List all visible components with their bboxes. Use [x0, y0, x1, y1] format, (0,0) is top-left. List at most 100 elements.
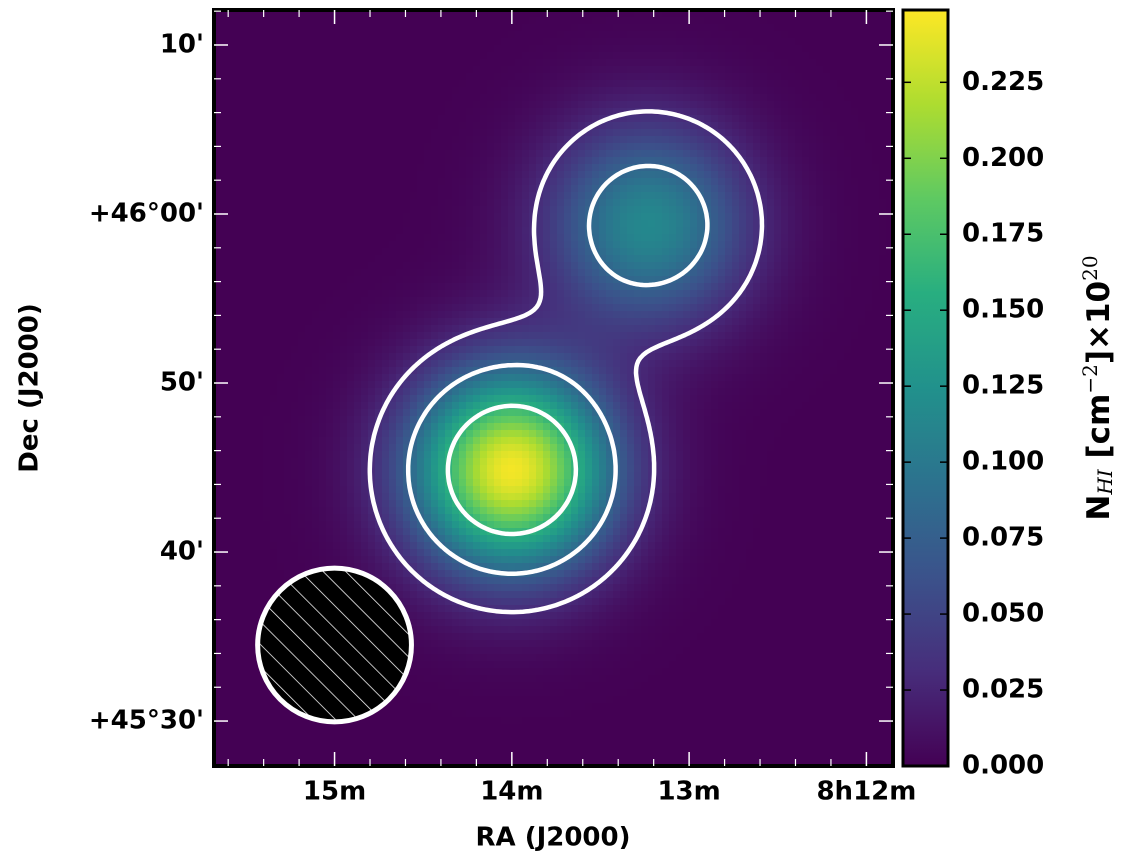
pixel	[347, 129, 355, 137]
pixel	[592, 66, 600, 74]
pixel	[578, 227, 586, 235]
pixel	[585, 276, 593, 284]
pixel	[851, 220, 859, 228]
pixel	[578, 248, 586, 256]
pixel	[235, 115, 243, 123]
pixel	[431, 45, 439, 53]
pixel	[865, 143, 873, 151]
pixel	[508, 262, 516, 270]
pixel	[634, 290, 642, 298]
pixel	[403, 234, 411, 242]
pixel	[816, 339, 824, 347]
pixel	[221, 283, 229, 291]
pixel	[879, 87, 887, 95]
pixel	[816, 332, 824, 340]
pixel	[648, 80, 656, 88]
pixel	[606, 213, 614, 221]
pixel	[557, 318, 565, 326]
pixel	[753, 87, 761, 95]
pixel	[683, 255, 691, 263]
pixel	[718, 213, 726, 221]
pixel	[473, 80, 481, 88]
pixel	[361, 101, 369, 109]
pixel	[753, 290, 761, 298]
pixel	[536, 101, 544, 109]
pixel	[270, 283, 278, 291]
pixel	[704, 255, 712, 263]
pixel	[739, 199, 747, 207]
pixel	[746, 59, 754, 67]
pixel	[284, 206, 292, 214]
pixel	[732, 213, 740, 221]
pixel	[620, 59, 628, 67]
pixel	[592, 339, 600, 347]
pixel	[473, 255, 481, 263]
pixel	[613, 87, 621, 95]
pixel	[872, 80, 880, 88]
pixel	[494, 248, 502, 256]
pixel	[417, 185, 425, 193]
pixel	[634, 206, 642, 214]
pixel	[795, 360, 803, 368]
pixel	[669, 80, 677, 88]
pixel	[739, 24, 747, 32]
pixel	[235, 143, 243, 151]
pixel	[417, 241, 425, 249]
pixel	[543, 304, 551, 312]
pixel	[452, 80, 460, 88]
pixel	[564, 297, 572, 305]
pixel	[837, 136, 845, 144]
pixel	[851, 52, 859, 60]
pixel	[312, 241, 320, 249]
pixel	[228, 115, 236, 123]
pixel	[767, 80, 775, 88]
pixel	[746, 24, 754, 32]
pixel	[851, 136, 859, 144]
pixel	[774, 178, 782, 186]
pixel	[361, 199, 369, 207]
pixel	[291, 101, 299, 109]
pixel	[802, 304, 810, 312]
pixel	[641, 17, 649, 25]
pixel	[669, 297, 677, 305]
pixel	[515, 129, 523, 137]
pixel	[424, 290, 432, 298]
pixel	[375, 31, 383, 39]
pixel	[340, 24, 348, 32]
pixel	[340, 339, 348, 347]
pixel	[613, 24, 621, 32]
pixel	[347, 80, 355, 88]
pixel	[515, 213, 523, 221]
pixel	[438, 311, 446, 319]
pixel	[648, 339, 656, 347]
pixel	[473, 248, 481, 256]
pixel	[333, 199, 341, 207]
pixel	[375, 17, 383, 25]
pixel	[431, 269, 439, 277]
pixel	[746, 360, 754, 368]
pixel	[473, 94, 481, 102]
pixel	[711, 346, 719, 354]
pixel	[228, 24, 236, 32]
pixel	[697, 31, 705, 39]
pixel	[557, 66, 565, 74]
pixel	[473, 143, 481, 151]
pixel	[788, 73, 796, 81]
pixel	[431, 318, 439, 326]
pixel	[340, 297, 348, 305]
pixel	[494, 164, 502, 172]
pixel	[452, 297, 460, 305]
pixel	[809, 101, 817, 109]
pixel	[585, 143, 593, 151]
pixel	[690, 339, 698, 347]
pixel	[396, 122, 404, 130]
pixel	[858, 38, 866, 46]
pixel	[669, 101, 677, 109]
pixel	[312, 178, 320, 186]
pixel	[277, 283, 285, 291]
pixel	[361, 38, 369, 46]
pixel	[711, 255, 719, 263]
pixel	[613, 206, 621, 214]
pixel	[284, 269, 292, 277]
pixel	[655, 311, 663, 319]
